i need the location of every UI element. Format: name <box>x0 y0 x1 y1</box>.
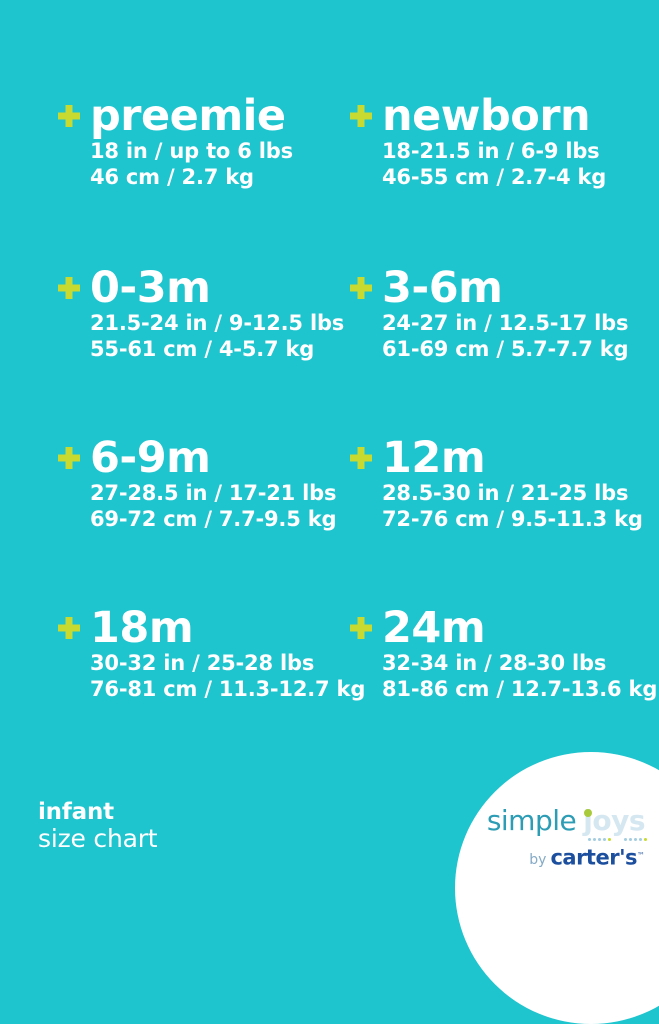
size-label: 12m <box>382 433 486 483</box>
plus-icon <box>58 617 80 639</box>
logo-dotted-underline <box>465 837 647 841</box>
logo-by-carters: by carter's™ <box>465 845 645 871</box>
size-label: newborn <box>382 91 591 141</box>
size-entry-24m: 24m 32-34 in / 28-30 lbs 81-86 cm / 12.7… <box>350 603 658 702</box>
size-label: preemie <box>90 91 286 141</box>
size-entry-preemie: preemie 18 in / up to 6 lbs 46 cm / 2.7 … <box>58 91 293 190</box>
size-entry-3-6m: 3-6m 24-27 in / 12.5-17 lbs 61-69 cm / 5… <box>350 263 629 362</box>
plus-icon <box>350 617 372 639</box>
size-label: 0-3m <box>90 263 211 313</box>
logo-simple-joys: simple joys <box>465 804 646 837</box>
size-label: 3-6m <box>382 263 503 313</box>
logo-word-carters: carter's <box>550 845 637 870</box>
plus-icon <box>58 447 80 469</box>
plus-icon <box>58 277 80 299</box>
logo-word-joys: joys <box>583 804 645 837</box>
logo-j-dot-icon <box>584 809 593 817</box>
size-label: 6-9m <box>90 433 211 483</box>
chart-category: infant <box>38 799 114 825</box>
size-imperial: 30-32 in / 25-28 lbs <box>90 651 315 675</box>
size-metric: 46 cm / 2.7 kg <box>90 165 254 189</box>
size-metric: 72-76 cm / 9.5-11.3 kg <box>382 507 643 531</box>
size-entry-newborn: newborn 18-21.5 in / 6-9 lbs 46-55 cm / … <box>350 91 607 190</box>
brand-logo: simple joys by carter's™ <box>455 752 659 1024</box>
dot-group <box>624 837 647 841</box>
size-label: 24m <box>382 603 486 653</box>
plus-icon <box>350 447 372 469</box>
logo-word-by: by <box>529 852 547 869</box>
size-label: 18m <box>90 603 194 653</box>
size-entry-0-3m: 0-3m 21.5-24 in / 9-12.5 lbs 55-61 cm / … <box>58 263 345 362</box>
size-imperial: 28.5-30 in / 21-25 lbs <box>382 481 629 505</box>
size-imperial: 32-34 in / 28-30 lbs <box>382 651 607 675</box>
size-entry-18m: 18m 30-32 in / 25-28 lbs 76-81 cm / 11.3… <box>58 603 366 702</box>
logo-word-simple: simple <box>486 804 577 837</box>
plus-icon <box>350 105 372 127</box>
brand-logo-text: simple joys by carter's™ <box>465 804 647 871</box>
infant-size-chart: preemie 18 in / up to 6 lbs 46 cm / 2.7 … <box>38 91 659 1024</box>
size-imperial: 21.5-24 in / 9-12.5 lbs <box>90 311 345 335</box>
size-entry-6-9m: 6-9m 27-28.5 in / 17-21 lbs 69-72 cm / 7… <box>58 433 337 532</box>
size-imperial: 18 in / up to 6 lbs <box>90 139 293 163</box>
trademark-symbol: ™ <box>637 851 645 860</box>
size-metric: 76-81 cm / 11.3-12.7 kg <box>90 677 366 701</box>
plus-icon <box>58 105 80 127</box>
size-imperial: 18-21.5 in / 6-9 lbs <box>382 139 600 163</box>
size-imperial: 27-28.5 in / 17-21 lbs <box>90 481 337 505</box>
size-metric: 46-55 cm / 2.7-4 kg <box>382 165 607 189</box>
size-imperial: 24-27 in / 12.5-17 lbs <box>382 311 629 335</box>
size-metric: 61-69 cm / 5.7-7.7 kg <box>382 337 629 361</box>
dot-group <box>588 837 611 841</box>
chart-title: size chart <box>38 824 158 853</box>
size-metric: 55-61 cm / 4-5.7 kg <box>90 337 315 361</box>
size-metric: 81-86 cm / 12.7-13.6 kg <box>382 677 658 701</box>
chart-footer: infant size chart <box>38 799 158 853</box>
size-entry-12m: 12m 28.5-30 in / 21-25 lbs 72-76 cm / 9.… <box>350 433 643 532</box>
plus-icon <box>350 277 372 299</box>
size-metric: 69-72 cm / 7.7-9.5 kg <box>90 507 337 531</box>
